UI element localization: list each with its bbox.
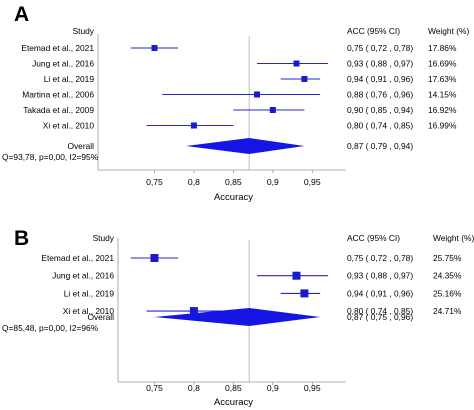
ci-value-text: 0,93 ( 0,88 , 0,97) <box>347 59 413 69</box>
panel-letter: B <box>14 227 29 250</box>
overall-ci-text: 0,87 ( 0,75 , 0,96) <box>347 312 413 322</box>
point-estimate-marker <box>189 307 198 316</box>
point-estimate-marker <box>190 122 197 129</box>
x-tick-label: 0,95 <box>304 177 321 187</box>
x-tick-label: 0,9 <box>267 383 279 393</box>
weight-value-text: 25.16% <box>433 288 462 298</box>
ci-value-text: 0,80 ( 0,74 , 0,85) <box>347 121 413 131</box>
study-label: Xi et al., 2010 <box>43 121 95 131</box>
study-label: Martina et al., 2006 <box>22 90 94 100</box>
x-axis-title: Accuracy <box>214 192 253 203</box>
study-label: Takada et al., 2009 <box>23 105 94 115</box>
overall-ci-text: 0,87 ( 0,79 , 0,94) <box>347 141 413 151</box>
x-axis-title: Accuracy <box>214 397 253 408</box>
weight-value-text: 17.63% <box>428 74 457 84</box>
weight-column-header: Weight (%) <box>433 233 474 243</box>
study-label: Etemad et al., 2021 <box>41 253 114 263</box>
study-column-header: Study <box>73 26 95 36</box>
weight-value-text: 24.71% <box>433 306 462 316</box>
point-estimate-marker <box>269 107 276 113</box>
study-label: Li et al., 2019 <box>44 74 95 84</box>
overall-diamond <box>186 138 305 154</box>
heterogeneity-stats: Q=85,48, p=0,00, I2=96% <box>2 323 99 333</box>
ci-value-text: 0,90 ( 0,85 , 0,94) <box>347 105 413 115</box>
x-tick-label: 0,75 <box>146 177 163 187</box>
x-tick-label: 0,85 <box>225 383 242 393</box>
point-estimate-marker <box>301 76 308 82</box>
weight-value-text: 24.35% <box>433 271 462 281</box>
study-label: Xi et al., 2010 <box>63 306 115 316</box>
overall-label: Overall <box>87 312 114 322</box>
ci-value-text: 0,88 ( 0,76 , 0,96) <box>347 90 413 100</box>
forest-plot-panel-b: B Study ACC (95% CI) Weight (%) Etemad et al… <box>2 227 474 408</box>
weight-value-text: 14.15% <box>428 90 457 100</box>
point-estimate-marker <box>150 254 159 262</box>
weight-value-text: 16.92% <box>428 105 457 115</box>
study-column-header: Study <box>93 233 115 243</box>
study-label: Etemad et al., 2021 <box>21 43 94 53</box>
x-tick-label: 0,85 <box>225 177 242 187</box>
study-label: Jung et al., 2016 <box>52 271 114 281</box>
ci-value-text: 0,75 ( 0,72 , 0,78) <box>347 43 413 53</box>
overall-label: Overall <box>67 141 94 151</box>
ci-value-text: 0,75 ( 0,72 , 0,78) <box>347 253 413 263</box>
x-tick-label: 0,8 <box>188 383 200 393</box>
acc-column-header: ACC (95% CI) <box>347 26 400 36</box>
weight-value-text: 16.99% <box>428 121 457 131</box>
x-tick-label: 0,9 <box>267 177 279 187</box>
ci-value-text: 0,94 ( 0,91 , 0,96) <box>347 288 413 298</box>
x-tick-label: 0,95 <box>304 383 321 393</box>
forest-plot-panel-a: A Study ACC (95% CI) Weight (%) Etemad et al… <box>2 3 469 203</box>
weight-column-header: Weight (%) <box>428 26 469 36</box>
overall-diamond <box>154 308 321 326</box>
ci-value-text: 0,94 ( 0,91 , 0,96) <box>347 74 413 84</box>
weight-value-text: 25.75% <box>433 253 462 263</box>
ci-value-text: 0,80 ( 0,74 , 0,85) <box>347 306 413 316</box>
weight-value-text: 16.69% <box>428 59 457 69</box>
panel-letter: A <box>14 3 29 26</box>
point-estimate-marker <box>254 91 261 98</box>
point-estimate-marker <box>300 289 309 298</box>
x-tick-label: 0,8 <box>188 177 200 187</box>
ci-value-text: 0,93 ( 0,88 , 0,97) <box>347 271 413 281</box>
point-estimate-marker <box>292 271 301 280</box>
point-estimate-marker <box>151 45 158 51</box>
x-tick-label: 0,75 <box>146 383 163 393</box>
acc-column-header: ACC (95% CI) <box>347 233 400 243</box>
study-label: Jung et al., 2016 <box>32 59 94 69</box>
heterogeneity-stats: Q=93,78, p=0,00, I2=95% <box>2 152 99 162</box>
weight-value-text: 17.86% <box>428 43 457 53</box>
point-estimate-marker <box>293 60 300 67</box>
study-label: Li et al., 2019 <box>64 288 115 298</box>
